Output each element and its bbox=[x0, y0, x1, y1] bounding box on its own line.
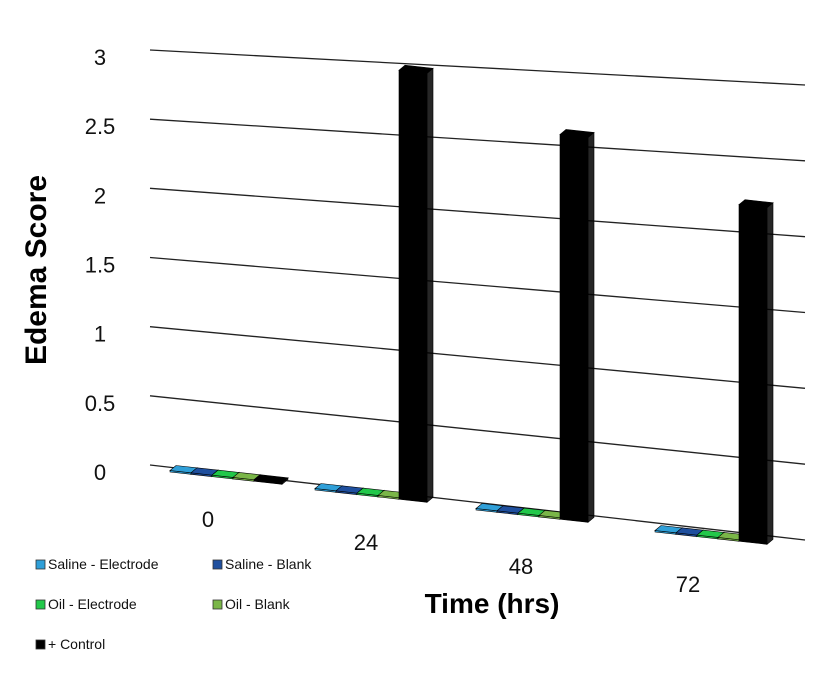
bar-front bbox=[398, 69, 428, 503]
legend-swatch bbox=[35, 559, 46, 570]
bar-top bbox=[559, 129, 595, 138]
gridline bbox=[149, 118, 806, 162]
y-tick-label: 2.5 bbox=[85, 114, 116, 139]
y-tick-label: 0 bbox=[94, 460, 106, 485]
bar-side bbox=[587, 131, 595, 523]
bar-top bbox=[253, 474, 289, 484]
legend-item: + Control bbox=[35, 636, 105, 652]
bar-side bbox=[766, 202, 774, 545]
y-axis-title: Edema Score bbox=[20, 175, 53, 365]
y-tick-label: 3 bbox=[94, 45, 106, 70]
bars bbox=[169, 64, 774, 545]
bar-top bbox=[398, 64, 434, 74]
legend-swatch bbox=[212, 559, 223, 570]
legend-item: Oil - Blank bbox=[212, 596, 291, 612]
legend-label: Oil - Blank bbox=[225, 596, 291, 612]
x-tick-labels: 0 24 48 72 bbox=[202, 507, 700, 597]
y-tick-label: 1.5 bbox=[85, 253, 116, 278]
legend-item: Saline - Electrode bbox=[35, 556, 159, 572]
y-tick-labels: 0 0.5 1 1.5 2 2.5 3 bbox=[85, 45, 116, 485]
gridline bbox=[149, 187, 806, 238]
y-tick-label: 1 bbox=[94, 322, 106, 347]
bar-front bbox=[559, 134, 589, 523]
legend: Saline - Electrode Saline - Blank Oil - El… bbox=[35, 556, 312, 652]
bar-control-48 bbox=[559, 129, 595, 523]
bar-top bbox=[738, 199, 774, 209]
gridline bbox=[149, 326, 806, 389]
bar-control-72 bbox=[738, 199, 774, 545]
legend-item: Oil - Electrode bbox=[35, 596, 137, 612]
bar-side bbox=[426, 67, 434, 503]
legend-swatch bbox=[35, 639, 46, 650]
legend-swatch bbox=[35, 599, 46, 610]
bar-control-24 bbox=[398, 64, 434, 503]
x-tick-label: 48 bbox=[509, 554, 533, 579]
gridlines bbox=[149, 49, 806, 541]
bar-control-0 bbox=[253, 474, 289, 485]
gridline bbox=[149, 256, 806, 314]
x-tick-label: 0 bbox=[202, 507, 214, 532]
y-tick-label: 0.5 bbox=[85, 391, 116, 416]
x-tick-label: 24 bbox=[354, 530, 378, 555]
bar-front bbox=[738, 204, 768, 545]
gridline bbox=[149, 49, 806, 86]
legend-label: Saline - Electrode bbox=[48, 556, 159, 572]
y-tick-label: 2 bbox=[94, 183, 106, 208]
bar-saline-electrode-24 bbox=[314, 483, 343, 493]
legend-swatch bbox=[212, 599, 223, 610]
legend-label: Oil - Electrode bbox=[48, 596, 137, 612]
legend-label: Saline - Blank bbox=[225, 556, 312, 572]
legend-label: + Control bbox=[48, 636, 105, 652]
x-axis-title: Time (hrs) bbox=[425, 588, 560, 619]
x-tick-label: 72 bbox=[676, 572, 700, 597]
gridline bbox=[149, 395, 806, 465]
legend-item: Saline - Blank bbox=[212, 556, 312, 572]
